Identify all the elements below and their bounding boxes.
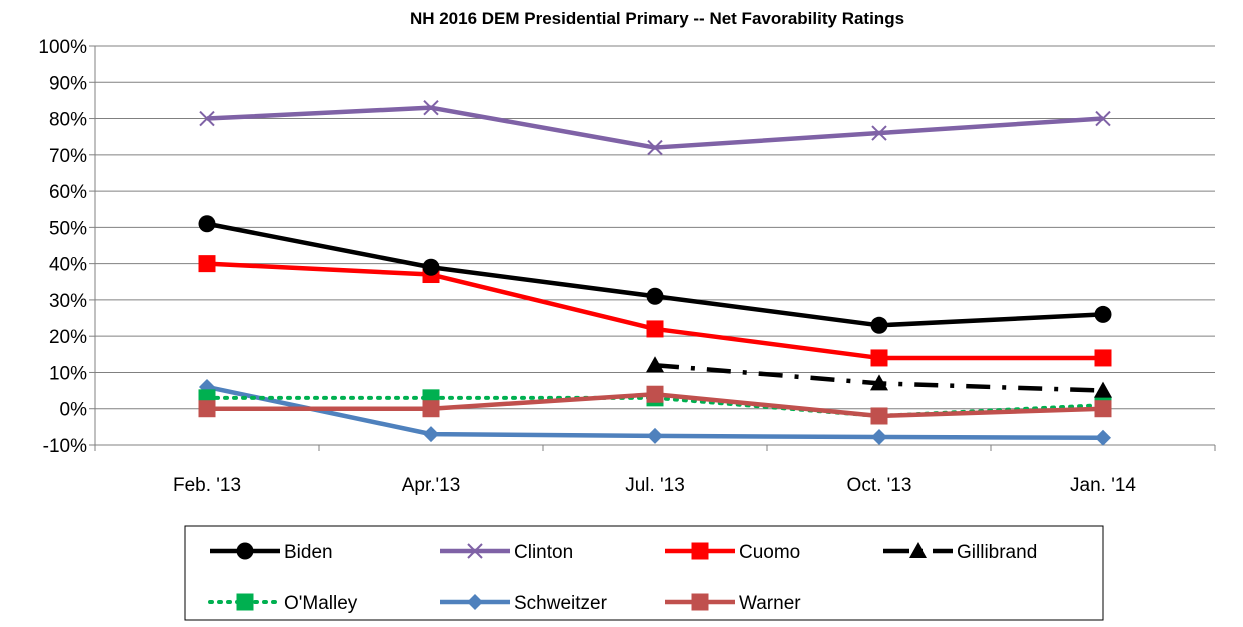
- data-point-clinton: [1095, 110, 1111, 127]
- legend-label-schweitzer: Schweitzer: [514, 593, 608, 614]
- legend-marker-warner: [691, 593, 709, 611]
- legend-item-gillibrand: Gillibrand: [883, 542, 1037, 563]
- legend-item-schweitzer: Schweitzer: [440, 593, 608, 614]
- x-tick-label: Jan. '14: [1070, 475, 1136, 496]
- x-tick-label: Apr.'13: [402, 475, 461, 496]
- legend-marker-gillibrand: [909, 542, 927, 558]
- y-tick-label: 0%: [60, 400, 88, 421]
- legend-marker-biden: [236, 542, 254, 560]
- y-tick-label: 60%: [49, 182, 87, 203]
- data-point-cuomo: [870, 349, 888, 367]
- legend-item-biden: Biden: [210, 542, 333, 563]
- data-point-clinton: [871, 125, 887, 141]
- data-point-gillibrand: [646, 356, 664, 373]
- legend-label-omalley: O'Malley: [284, 593, 358, 614]
- data-point-biden: [1094, 305, 1112, 323]
- data-point-gillibrand: [870, 374, 888, 391]
- series-biden: [198, 215, 1112, 334]
- y-tick-label: 10%: [49, 363, 87, 384]
- chart-title: NH 2016 DEM Presidential Primary -- Net …: [410, 9, 904, 28]
- data-point-warner: [1094, 400, 1112, 418]
- data-point-cuomo: [198, 255, 216, 273]
- x-marker-stroke: [467, 543, 483, 559]
- series-group: [198, 99, 1112, 446]
- legend-label-warner: Warner: [739, 593, 801, 614]
- data-point-clinton: [423, 99, 439, 116]
- data-point-schweitzer: [1095, 429, 1111, 446]
- data-point-biden: [198, 215, 216, 233]
- x-tick-label: Feb. '13: [173, 475, 241, 496]
- y-tick-label: 30%: [49, 291, 87, 312]
- legend-item-clinton: Clinton: [440, 542, 573, 563]
- legend-box: [184, 525, 1104, 621]
- legend-marker-omalley: [236, 593, 254, 611]
- series-warner: [198, 385, 1112, 425]
- data-point-cuomo: [1094, 349, 1112, 367]
- legend-label-clinton: Clinton: [514, 542, 573, 563]
- x-marker-stroke: [199, 110, 215, 127]
- y-tick-label: 50%: [49, 218, 87, 239]
- data-point-biden: [422, 258, 440, 276]
- y-tick-label: 80%: [49, 110, 87, 131]
- x-marker-stroke: [1095, 110, 1111, 127]
- data-point-cuomo: [646, 320, 664, 338]
- legend-label-biden: Biden: [284, 542, 333, 563]
- legend-marker-schweitzer: [467, 594, 483, 610]
- series-clinton: [199, 99, 1111, 156]
- series-gillibrand: [646, 356, 1112, 398]
- data-point-biden: [646, 287, 664, 305]
- data-point-clinton: [647, 139, 663, 156]
- y-axis-tick-labels: -10% 0% 10% 20% 30% 40% 50% 60% 70% 80% 90% 100%: [38, 37, 87, 457]
- legend-marker-cuomo: [691, 542, 709, 560]
- x-marker-stroke: [647, 139, 663, 156]
- x-axis-tick-labels: Feb. '13 Apr.'13 Jul. '13 Oct. '13 Jan. '14: [94, 445, 1216, 496]
- data-point-warner: [422, 400, 440, 418]
- data-point-warner: [870, 407, 888, 425]
- legend-item-cuomo: Cuomo: [665, 542, 800, 563]
- legend-marker-clinton: [467, 543, 483, 559]
- series-schweitzer: [199, 378, 1111, 446]
- legend-item-omalley: O'Malley: [208, 593, 358, 614]
- x-marker-stroke: [871, 125, 887, 141]
- data-point-clinton: [199, 110, 215, 127]
- data-point-warner: [198, 400, 216, 418]
- data-point-schweitzer: [871, 429, 887, 446]
- legend-label-cuomo: Cuomo: [739, 542, 800, 563]
- y-tick-label: 70%: [49, 146, 87, 167]
- y-tick-label: 20%: [49, 327, 87, 348]
- x-marker-stroke: [423, 99, 439, 116]
- y-tick-label: 100%: [38, 37, 87, 58]
- legend-label-gillibrand: Gillibrand: [957, 542, 1037, 563]
- data-point-gillibrand: [1094, 381, 1112, 398]
- data-point-biden: [870, 316, 888, 334]
- y-tick-label: -10%: [43, 436, 87, 457]
- data-point-warner: [646, 385, 664, 403]
- legend: Biden Clinton Cuomo Gillibrand O'Malley Schwe…: [208, 542, 1037, 614]
- y-tick-label: 90%: [49, 73, 87, 94]
- data-point-schweitzer: [423, 426, 439, 443]
- y-tick-label: 40%: [49, 255, 87, 276]
- x-tick-label: Oct. '13: [847, 475, 912, 496]
- x-tick-label: Jul. '13: [625, 475, 685, 496]
- legend-item-warner: Warner: [665, 593, 801, 614]
- data-point-schweitzer: [647, 427, 663, 444]
